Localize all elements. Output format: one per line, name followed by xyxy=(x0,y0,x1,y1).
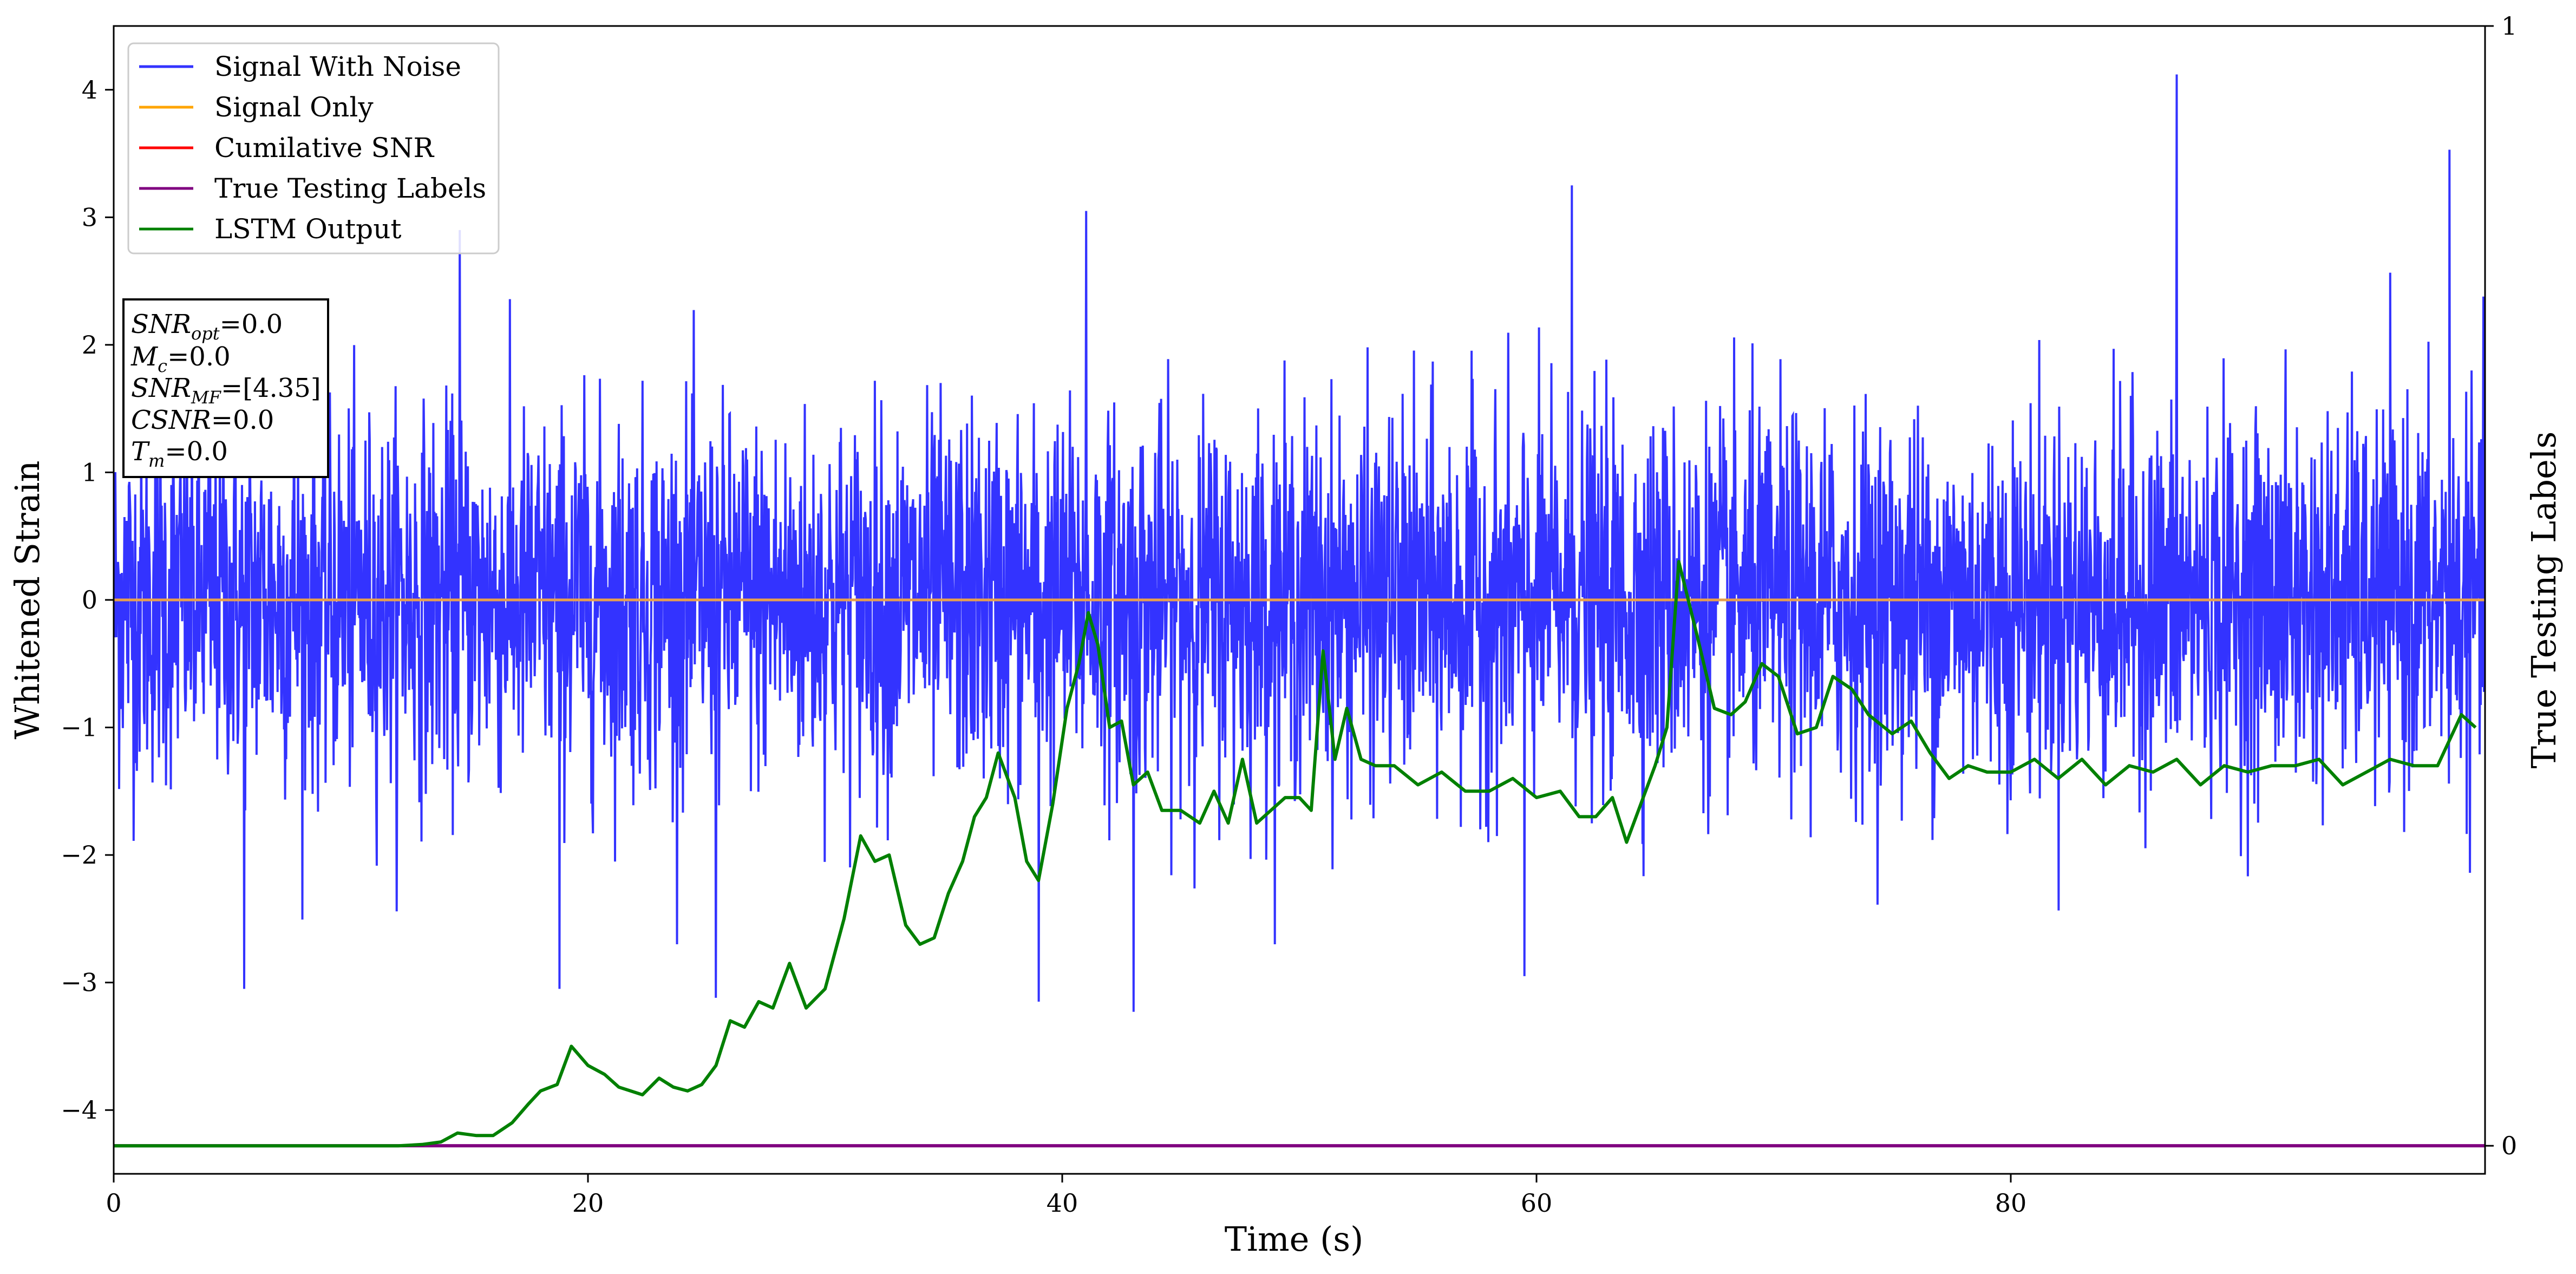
legend-label: True Testing Labels xyxy=(214,173,486,204)
info-tm: Tm=0.0 xyxy=(131,436,228,471)
legend-label: Cumilative SNR xyxy=(214,132,434,164)
y2-axis-ticks: 01 xyxy=(2485,11,2517,1160)
y2-tick-label: 0 xyxy=(2501,1131,2517,1160)
x-tick-label: 20 xyxy=(572,1188,604,1218)
y-tick-label: 1 xyxy=(82,458,97,487)
legend-label: Signal Only xyxy=(214,92,374,123)
y-tick-label: −1 xyxy=(61,713,97,742)
y-tick-label: 2 xyxy=(82,330,97,360)
x-tick-label: 80 xyxy=(1995,1188,2027,1218)
info-box-frame xyxy=(122,298,329,478)
info-mc: Mc=0.0 xyxy=(130,342,231,376)
y-tick-label: 4 xyxy=(82,75,97,104)
y-tick-label: −2 xyxy=(61,840,97,870)
y2-axis-label: True Testing Labels xyxy=(2524,432,2564,769)
series-signal-with-noise xyxy=(114,74,2485,1012)
y-tick-label: 0 xyxy=(82,585,97,615)
info-snr-opt: SNRopt=0.0 xyxy=(131,309,283,344)
info-csnr: CSNR=0.0 xyxy=(131,405,274,435)
info-snr-mf: SNRMF=[4.35] xyxy=(131,373,321,408)
y-axis-label: Whitened Strain xyxy=(8,461,47,740)
x-tick-label: 60 xyxy=(1521,1188,1553,1218)
series-lstm-output xyxy=(114,560,2477,1148)
x-axis-label: Time (s) xyxy=(1225,1219,1364,1259)
legend: Signal With Noise Signal Only Cumilative S… xyxy=(127,42,500,254)
x-tick-label: 40 xyxy=(1047,1188,1078,1218)
y-axis-ticks: −4 −3 −2 −1 0 1 2 3 4 xyxy=(61,75,114,1125)
info-box: SNRopt=0.0 Mc=0.0 SNRMF=[4.35] CSNR=0.0 … xyxy=(122,298,329,478)
legend-label: LSTM Output xyxy=(214,213,401,245)
legend-label: Signal With Noise xyxy=(214,51,461,82)
legend-box xyxy=(127,42,500,254)
series-line-signal-with-noise xyxy=(114,74,2485,1012)
y2-tick-label: 1 xyxy=(2501,11,2517,41)
x-axis-ticks: 0 20 40 60 80 xyxy=(106,1174,2026,1218)
y-tick-label: −4 xyxy=(61,1095,97,1125)
series-line-lstm-output xyxy=(114,560,2477,1148)
x-tick-label: 0 xyxy=(106,1188,121,1218)
y-tick-label: 3 xyxy=(82,202,97,232)
y-tick-label: −3 xyxy=(61,968,97,997)
